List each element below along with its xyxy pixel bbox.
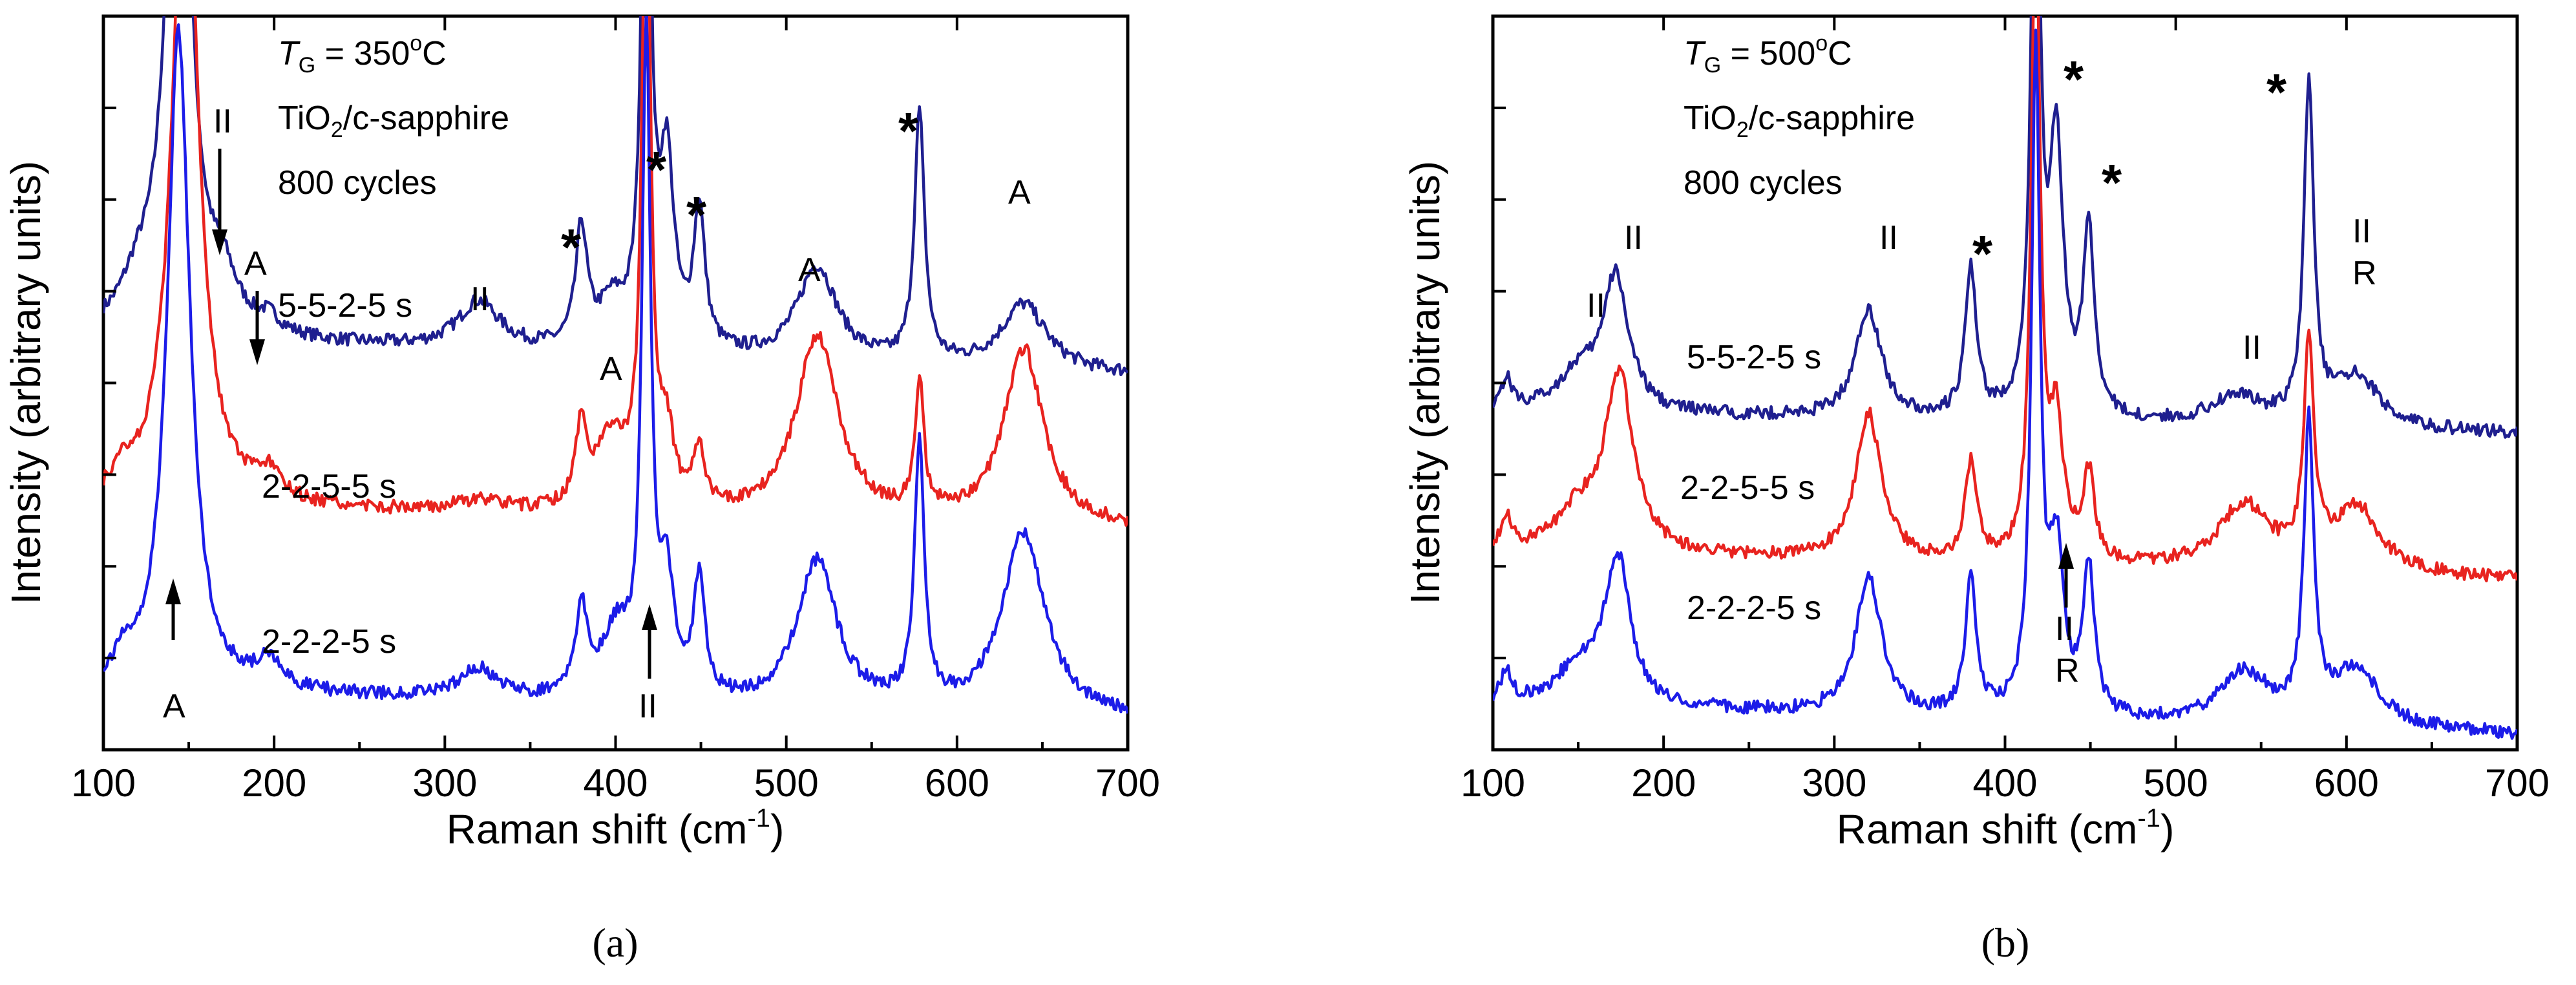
material-a: TiO2/c-sapphire <box>278 100 509 142</box>
phonon-star-b-380: * <box>1972 225 1993 282</box>
phonon-star-a-430: * <box>646 141 667 198</box>
series-line-b-1 <box>1493 16 2517 583</box>
x-tick-label-a-600: 600 <box>925 761 989 805</box>
mode-label-a-a-398: A <box>600 350 622 388</box>
mode-label-b-ii-535: II <box>2243 329 2261 366</box>
mode-label-a-a-639: A <box>1008 174 1031 211</box>
mode-label-b-r-bottom: R <box>2055 652 2080 690</box>
series-line-b-2 <box>1493 28 2517 740</box>
growth-temp-b: TG = 500oC <box>1684 31 1852 78</box>
mode-label-b-ii-320: II <box>1879 219 1898 257</box>
series-label-a-0: 5-5-2-5 s <box>278 287 412 324</box>
mode-label-b-r-606: R <box>2352 255 2377 292</box>
mode-label-a-ii-320: II <box>470 281 489 318</box>
arrow-a-ii-top <box>212 149 227 255</box>
x-tick-label-b-200: 200 <box>1631 761 1696 805</box>
panel-label-b: (b) <box>1981 920 2030 966</box>
mode-label-b-ii-606: II <box>2352 213 2371 250</box>
x-tick-label-a-400: 400 <box>583 761 648 805</box>
series-label-a-2: 2-2-2-5 s <box>262 623 396 661</box>
arrow-a-ii-bottom <box>642 604 657 679</box>
x-tick-label-a-300: 300 <box>412 761 477 805</box>
x-tick-label-a-200: 200 <box>242 761 306 805</box>
mode-label-b-ii-bottom: II <box>2055 610 2074 648</box>
arrow-a-a-bottom <box>165 578 181 640</box>
y-axis-title-b: Intensity (arbitrary units) <box>1402 161 1448 604</box>
series-line-a-0 <box>103 16 1128 377</box>
mode-label-a-ii-bottom: II <box>639 688 657 725</box>
series-group-a <box>103 16 1128 714</box>
arrow-b-bottom <box>2058 543 2074 608</box>
tick-group-b: 100 200 300 400 500 600 700 <box>1461 16 2550 805</box>
x-tick-label-b-100: 100 <box>1461 761 1525 805</box>
phonon-star-b-578: * <box>2266 63 2287 121</box>
cycles-b: 800 cycles <box>1684 164 1842 202</box>
x-tick-label-b-300: 300 <box>1802 761 1866 805</box>
series-label-b-1: 2-2-5-5 s <box>1680 469 1815 507</box>
phonon-star-a-449: * <box>686 186 707 244</box>
series-label-a-1: 2-2-5-5 s <box>262 468 396 505</box>
mode-label-a-a-518: A <box>798 251 821 289</box>
x-tick-label-a-100: 100 <box>71 761 136 805</box>
x-axis-title-b: Raman shift (cm-1) <box>1837 804 2175 853</box>
series-line-a-2 <box>103 16 1128 714</box>
x-tick-label-b-400: 400 <box>1972 761 2037 805</box>
x-tick-label-b-600: 600 <box>2314 761 2379 805</box>
phonon-star-a-380: * <box>561 218 582 276</box>
x-tick-label-a-500: 500 <box>754 761 819 805</box>
series-line-b-0 <box>1493 16 2517 439</box>
cycles-a: 800 cycles <box>278 164 437 202</box>
mode-label-b-ii-150: II <box>1587 287 1605 324</box>
x-tick-label-a-700: 700 <box>1095 761 1160 805</box>
y-axis-title-a: Intensity (arbitrary units) <box>3 161 49 604</box>
mode-label-a-a-top: A <box>244 245 267 282</box>
series-group-b <box>1493 16 2517 740</box>
x-tick-label-b-500: 500 <box>2144 761 2208 805</box>
tick-group-a: 100 200 300 400 500 600 700 <box>71 16 1160 805</box>
series-line-a-1 <box>103 16 1128 527</box>
series-label-b-2: 2-2-2-5 s <box>1687 589 1821 627</box>
mode-label-a-a-bottom: A <box>163 688 185 725</box>
mode-label-a-ii-top: II <box>213 103 232 140</box>
chart-panel-b: 100 200 300 400 500 600 700 TG = 500oC TiO2/c-… <box>1402 14 2550 966</box>
phonon-star-b-430: * <box>2064 50 2084 108</box>
phonon-star-b-449: * <box>2102 154 2122 211</box>
panel-label-a: (a) <box>592 920 638 966</box>
x-axis-title-a: Raman shift (cm-1) <box>447 804 785 853</box>
material-b: TiO2/c-sapphire <box>1684 100 1915 142</box>
mode-label-b-ii-172: II <box>1624 219 1643 257</box>
arrow-a-a-top <box>249 291 265 365</box>
chart-panel-a: 100 200 300 400 500 600 700 TG = 350oC TiO2/c-… <box>3 14 1160 966</box>
series-label-b-0: 5-5-2-5 s <box>1687 339 1821 376</box>
phonon-star-a-578: * <box>898 102 919 160</box>
growth-temp-a: TG = 350oC <box>278 31 447 78</box>
x-tick-label-b-700: 700 <box>2485 761 2550 805</box>
